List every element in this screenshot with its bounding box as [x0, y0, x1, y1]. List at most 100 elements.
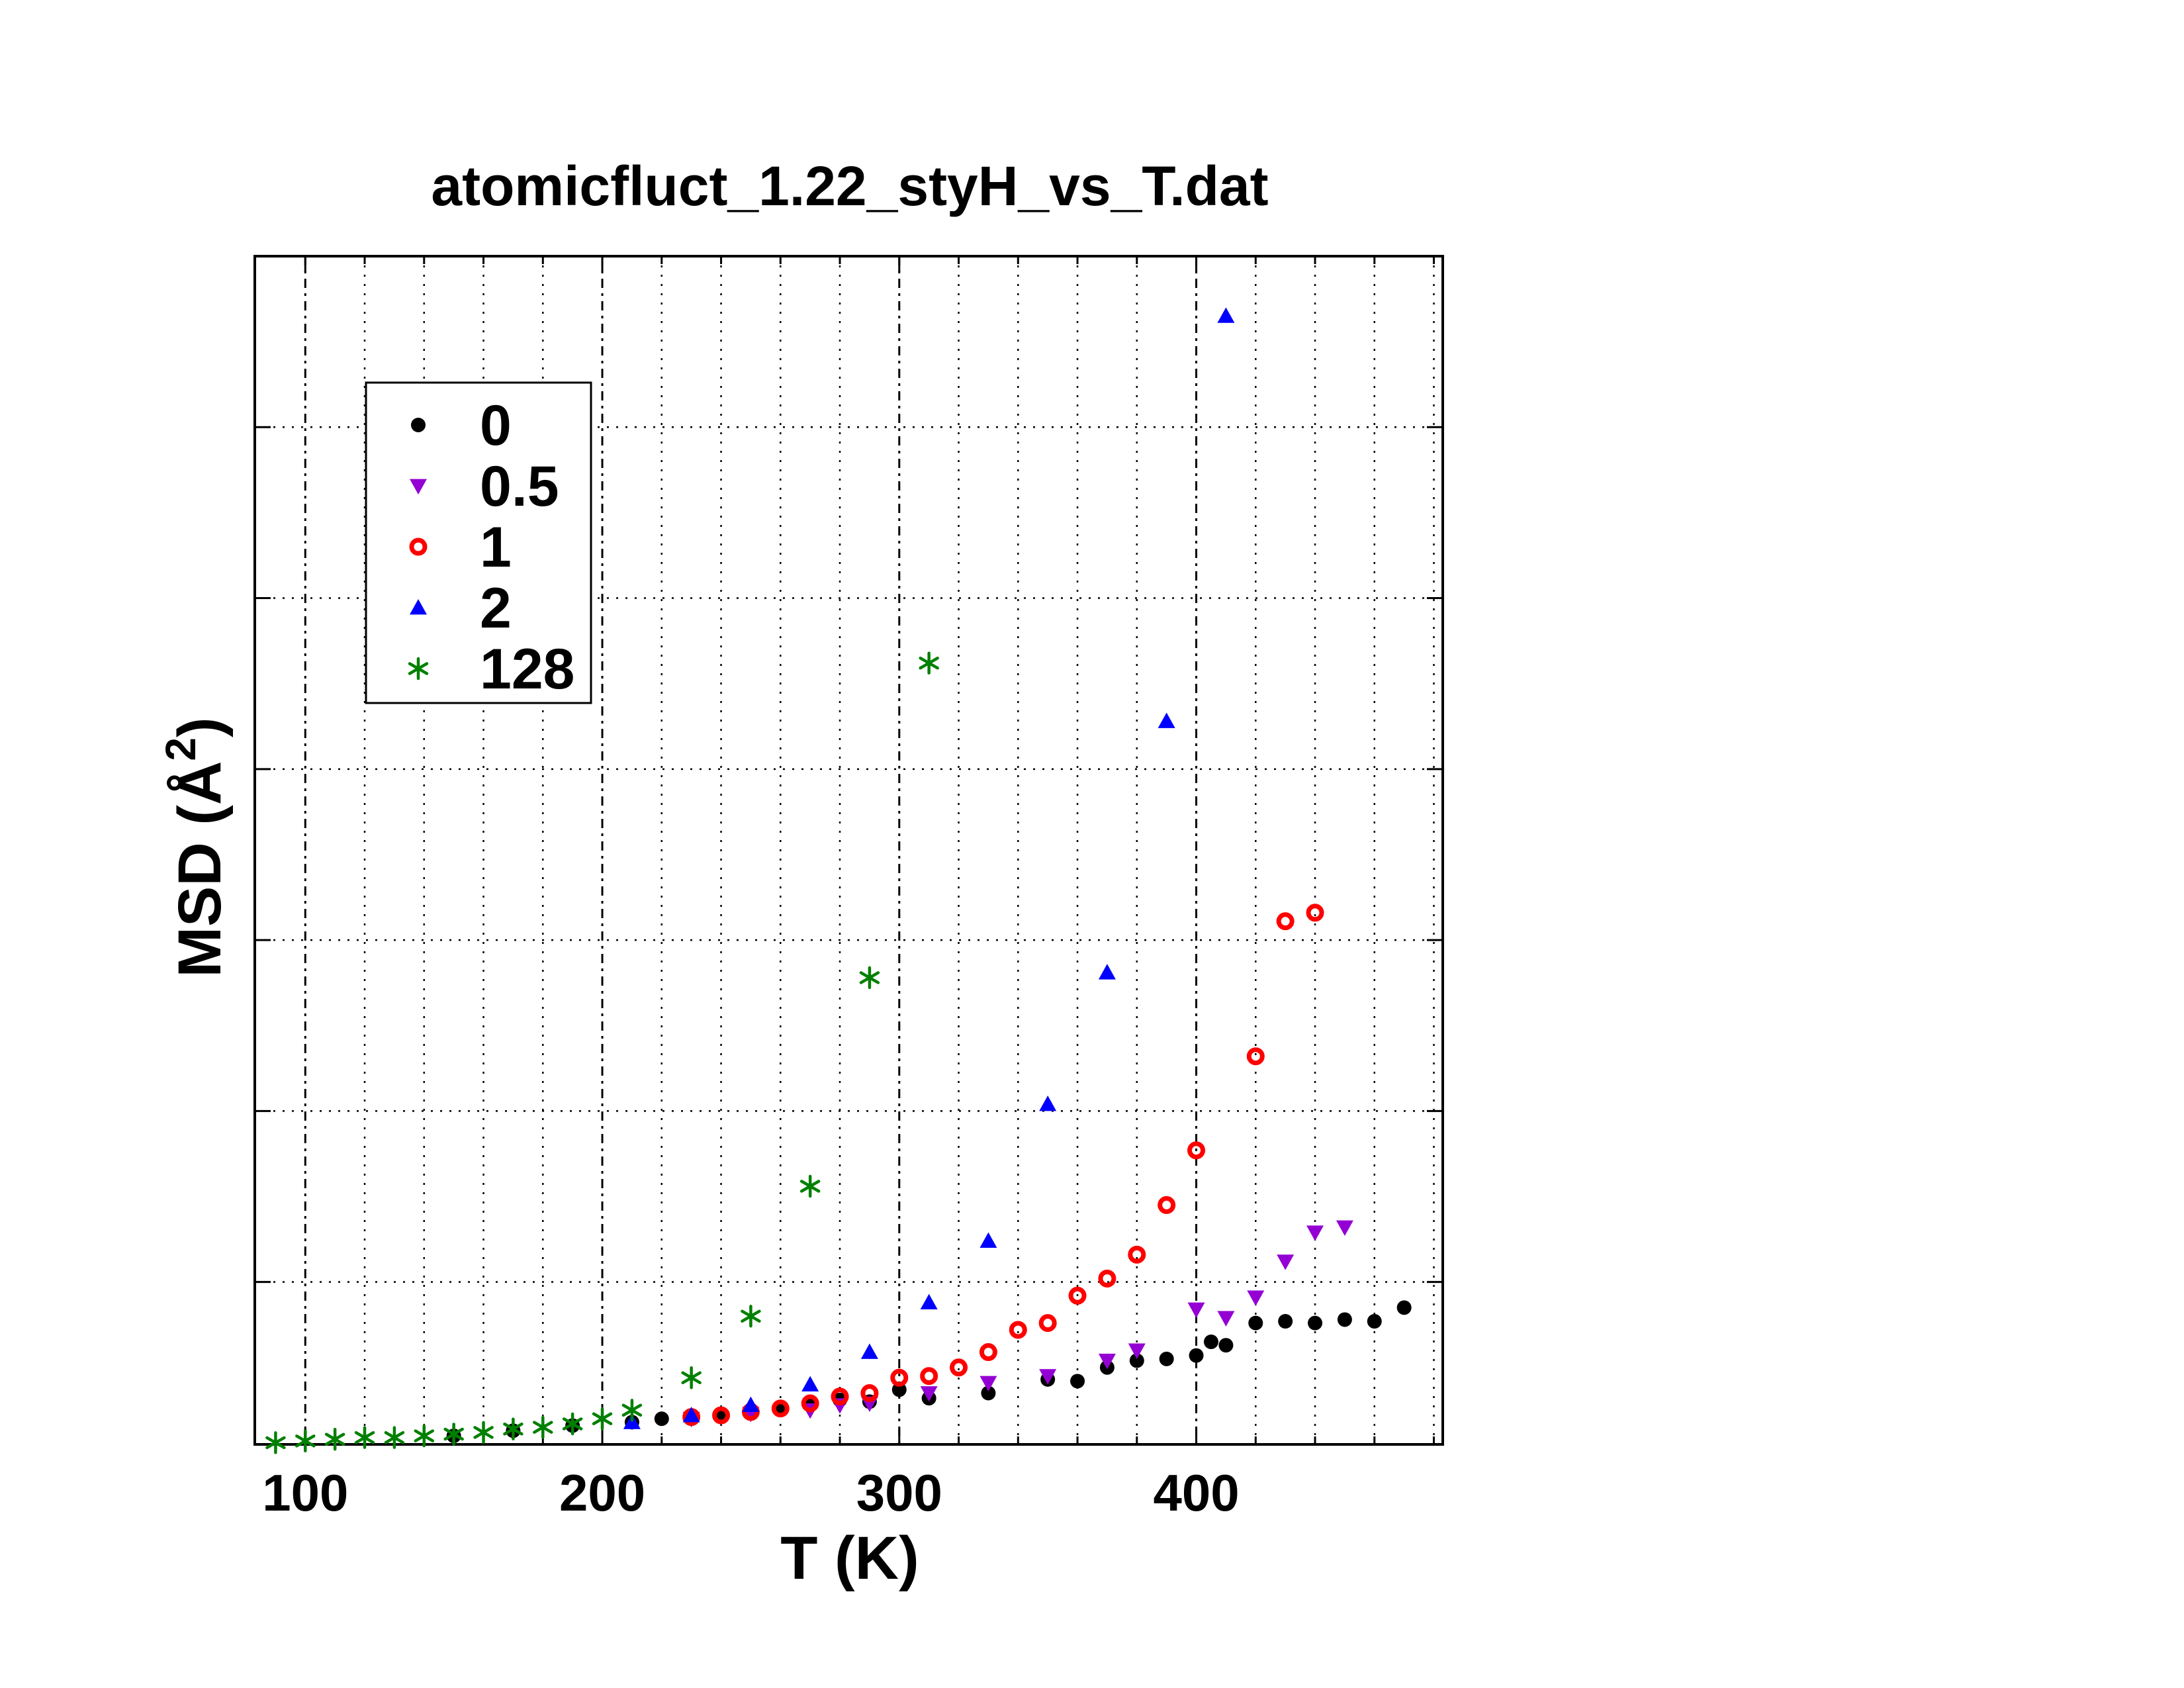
- y-axis-label-base: MSD (Å: [166, 761, 234, 978]
- legend-entry: 1: [409, 516, 512, 579]
- data-point: [1038, 1314, 1057, 1333]
- data-point: [1129, 1353, 1144, 1368]
- data-point: [1306, 1225, 1324, 1241]
- series-128: [265, 651, 939, 1454]
- data-point: [1218, 1338, 1234, 1353]
- chart-title: atomicfluct_1.22_styH_vs_T.dat: [431, 155, 1268, 217]
- data-point: [1070, 1374, 1085, 1389]
- legend-marker: [410, 599, 427, 615]
- data-point: [682, 1407, 700, 1423]
- data-point: [592, 1407, 613, 1430]
- data-point: [799, 1174, 821, 1198]
- data-point: [981, 1385, 996, 1401]
- data-point: [1039, 1096, 1057, 1111]
- legend-entry: 128: [408, 637, 575, 701]
- legend-box: [365, 381, 592, 704]
- data-point: [1068, 1286, 1087, 1305]
- data-point: [950, 1358, 968, 1377]
- legend-entry: 0.5: [410, 455, 559, 518]
- x-tick-label: 400: [1153, 1464, 1239, 1522]
- legend-label: 0.5: [480, 455, 559, 518]
- data-point: [354, 1426, 375, 1449]
- data-point: [473, 1421, 494, 1444]
- data-point: [742, 1396, 760, 1412]
- data-point: [1246, 1047, 1265, 1066]
- data-point: [919, 651, 939, 675]
- data-point: [1277, 1254, 1295, 1270]
- legend-label: 2: [480, 577, 512, 640]
- data-point: [771, 1399, 790, 1418]
- data-point: [1098, 1354, 1116, 1370]
- grid: [255, 256, 1443, 1444]
- data-point: [860, 1343, 878, 1359]
- data-point: [1187, 1141, 1206, 1160]
- plot-frame: [253, 255, 1444, 1446]
- data-points: [265, 307, 1412, 1454]
- data-point: [654, 1411, 669, 1427]
- data-point: [384, 1426, 405, 1449]
- data-point: [1278, 1314, 1293, 1329]
- data-point: [1217, 307, 1235, 323]
- data-point: [1187, 1302, 1205, 1318]
- data-point: [801, 1376, 819, 1392]
- data-point: [443, 1423, 464, 1446]
- data-point: [1336, 1220, 1353, 1236]
- data-point: [831, 1387, 849, 1406]
- data-point: [1158, 1196, 1176, 1214]
- y-axis-label: MSD (Å2): [157, 717, 234, 977]
- data-point: [920, 1386, 938, 1402]
- x-tick-label: 300: [856, 1464, 942, 1522]
- data-point: [1247, 1290, 1265, 1306]
- data-point: [1217, 1311, 1235, 1327]
- data-point: [295, 1429, 316, 1453]
- data-point: [324, 1428, 345, 1451]
- data-point: [920, 1367, 938, 1385]
- data-point: [562, 1412, 583, 1436]
- data-point: [1098, 964, 1116, 980]
- data-point: [1248, 1315, 1263, 1331]
- legend-label: 1: [480, 516, 512, 579]
- data-point: [1367, 1314, 1382, 1329]
- x-tick-label: 100: [262, 1464, 348, 1522]
- data-point: [1396, 1300, 1412, 1315]
- data-point: [1308, 1315, 1323, 1331]
- data-point: [1159, 1351, 1174, 1366]
- data-point: [860, 1384, 879, 1403]
- legend-entry: 2: [410, 577, 512, 640]
- data-point: [859, 966, 880, 990]
- data-point: [681, 1366, 702, 1389]
- data-point: [1158, 712, 1175, 728]
- y-axis-label-superscript: 2: [157, 737, 205, 761]
- data-point: [741, 1305, 761, 1328]
- data-point: [1098, 1269, 1116, 1288]
- data-point: [979, 1232, 997, 1248]
- legend-marker: [408, 657, 429, 680]
- data-point: [979, 1376, 997, 1392]
- data-point: [1306, 904, 1324, 922]
- data-point: [1009, 1321, 1027, 1339]
- x-axis-label: T (K): [780, 1524, 919, 1592]
- data-point: [1039, 1369, 1057, 1385]
- legend-entry: 0: [411, 394, 512, 457]
- data-point: [1189, 1348, 1204, 1363]
- data-point: [1128, 1245, 1146, 1264]
- data-point: [920, 1293, 938, 1310]
- data-point: [1276, 912, 1295, 931]
- legend-marker: [410, 479, 427, 494]
- data-point: [503, 1417, 523, 1441]
- legend-label: 128: [480, 637, 575, 701]
- legend-marker: [411, 418, 426, 432]
- legend-marker: [409, 538, 428, 556]
- data-point: [621, 1399, 643, 1422]
- x-tick-label: 200: [559, 1464, 645, 1522]
- data-point: [265, 1431, 286, 1454]
- data-point: [533, 1415, 553, 1439]
- data-point: [414, 1424, 435, 1448]
- data-point: [1203, 1335, 1218, 1350]
- data-point: [1128, 1343, 1146, 1359]
- data-point: [979, 1343, 997, 1362]
- series-2: [623, 307, 1235, 1429]
- data-point: [890, 1368, 909, 1387]
